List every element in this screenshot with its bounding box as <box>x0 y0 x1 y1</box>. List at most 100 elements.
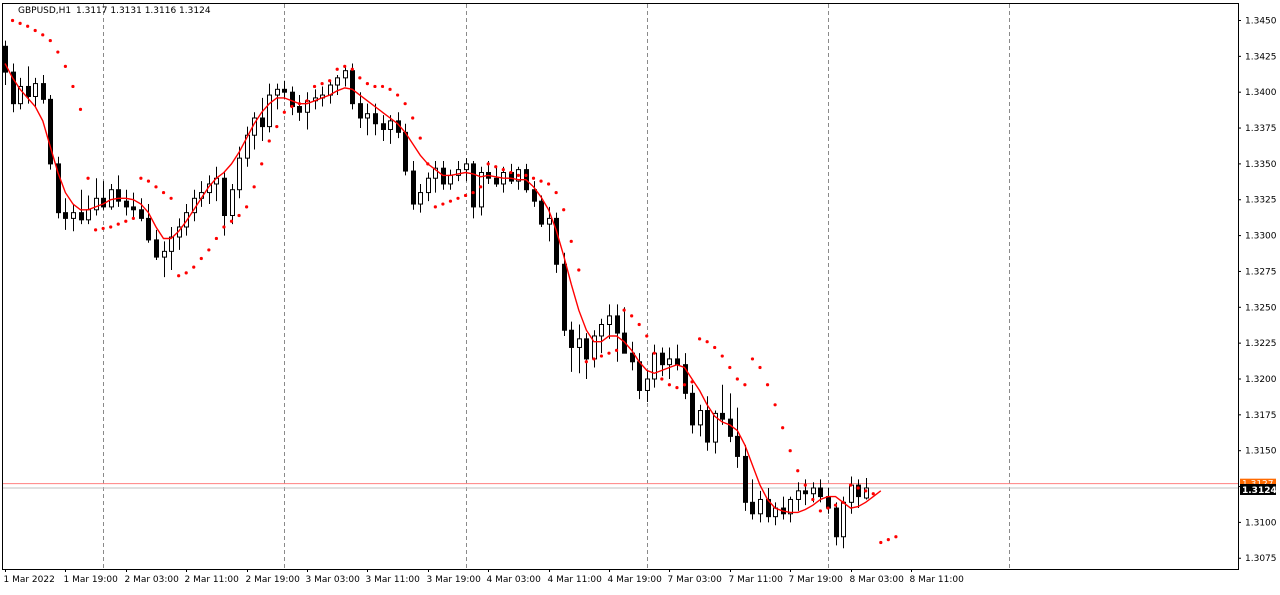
candle-bear <box>494 177 499 185</box>
sar-dot <box>161 190 166 195</box>
sar-dot <box>260 162 264 166</box>
candle-bear <box>615 315 620 334</box>
x-tick-label: 7 Mar 19:00 <box>789 575 844 585</box>
sar-dot <box>849 483 853 487</box>
sar-dot <box>177 274 181 278</box>
candle-bull <box>811 487 816 495</box>
sar-dot <box>290 104 294 109</box>
sar-dot <box>33 28 37 33</box>
candle-bull <box>433 167 438 179</box>
sar-dot <box>471 190 475 195</box>
sar-dot <box>41 33 45 37</box>
candle-bull <box>645 378 650 391</box>
sar-dot <box>297 102 302 106</box>
candle-bear <box>146 217 151 241</box>
sar-dot <box>56 50 60 54</box>
sar-dot <box>864 489 868 493</box>
bid-price-value: 1.3124 <box>1242 486 1277 496</box>
y-tick-label: 1.3375 <box>1245 124 1277 134</box>
candle-bear <box>705 410 710 443</box>
candle-bear <box>675 358 680 366</box>
y-tick-label: 1.3200 <box>1245 375 1277 385</box>
candle-bull <box>230 189 235 217</box>
sar-dot <box>569 239 573 243</box>
sar-dot <box>184 271 188 275</box>
candle-bull <box>94 197 99 211</box>
sar-dot <box>675 385 679 390</box>
sar-dot <box>728 365 732 370</box>
sar-dot <box>411 116 415 120</box>
sar-dot <box>252 185 256 189</box>
sar-dot <box>426 162 430 166</box>
sar-dot <box>380 84 385 89</box>
candle-bear <box>630 352 635 363</box>
candle-bear <box>403 131 408 172</box>
x-tick-label: 3 Mar 11:00 <box>366 575 421 585</box>
sar-dot <box>154 185 158 189</box>
sar-dot <box>630 314 634 318</box>
sar-dot <box>607 351 611 355</box>
candle-bear <box>690 392 695 426</box>
candle-bear <box>154 239 159 258</box>
y-tick-label: 1.3400 <box>1245 88 1277 98</box>
candle-bull <box>599 324 604 337</box>
sar-dot <box>531 176 536 180</box>
sar-dot <box>305 99 309 103</box>
candle-bear <box>834 507 839 538</box>
candle-bull <box>464 163 469 171</box>
candle-bull <box>758 498 763 515</box>
y-tick-label: 1.3275 <box>1245 267 1277 277</box>
sar-dot <box>335 67 339 71</box>
sar-dot <box>169 196 173 200</box>
sar-dot <box>463 193 468 198</box>
sar-dot <box>622 308 626 312</box>
candle-bear <box>584 338 589 360</box>
candle-bull <box>849 484 854 503</box>
sar-dot <box>10 18 15 23</box>
candle-bear <box>532 189 537 202</box>
candle-bear <box>539 200 544 225</box>
sar-dot <box>501 168 505 172</box>
candle-bear <box>728 418 733 437</box>
candle-bear <box>11 71 16 105</box>
ask-tag-background <box>1240 478 1276 489</box>
sar-dot <box>592 357 596 361</box>
x-tick-label: 4 Mar 19:00 <box>608 575 663 585</box>
candle-bear <box>637 361 642 391</box>
sar-dot <box>124 219 128 223</box>
sar-dot <box>758 365 762 370</box>
candle-bull <box>426 177 431 194</box>
candle-bear <box>124 200 129 208</box>
candle-bear <box>41 83 46 100</box>
candle-bull <box>841 501 846 538</box>
candle-bear <box>79 212 84 221</box>
sar-dot <box>554 190 558 195</box>
candle-bull <box>479 171 484 208</box>
candle-bear <box>358 103 363 119</box>
sar-dot <box>441 202 445 206</box>
candle-bear <box>856 484 861 498</box>
candle-bull <box>343 70 348 79</box>
candle-bear <box>139 209 144 219</box>
sar-dot <box>735 377 739 381</box>
sar-dot <box>796 469 800 473</box>
sar-dot <box>131 216 135 220</box>
candle-bull <box>864 487 869 499</box>
sar-dot <box>494 165 498 169</box>
candle-bull <box>267 94 272 128</box>
x-tick-label: 1 Mar 2022 <box>4 575 55 585</box>
sar-dot <box>886 538 890 542</box>
candle-bull <box>667 358 672 366</box>
y-tick-label: 1.3350 <box>1245 160 1277 170</box>
sar-dot <box>479 185 483 189</box>
sar-dot <box>101 226 105 231</box>
sar-dot <box>328 79 332 83</box>
candle-bull <box>365 113 370 119</box>
sar-dot <box>486 162 490 166</box>
sar-dot <box>713 345 717 350</box>
sar-dot <box>509 170 513 175</box>
candle-bear <box>3 45 8 73</box>
sar-dot <box>690 380 694 384</box>
